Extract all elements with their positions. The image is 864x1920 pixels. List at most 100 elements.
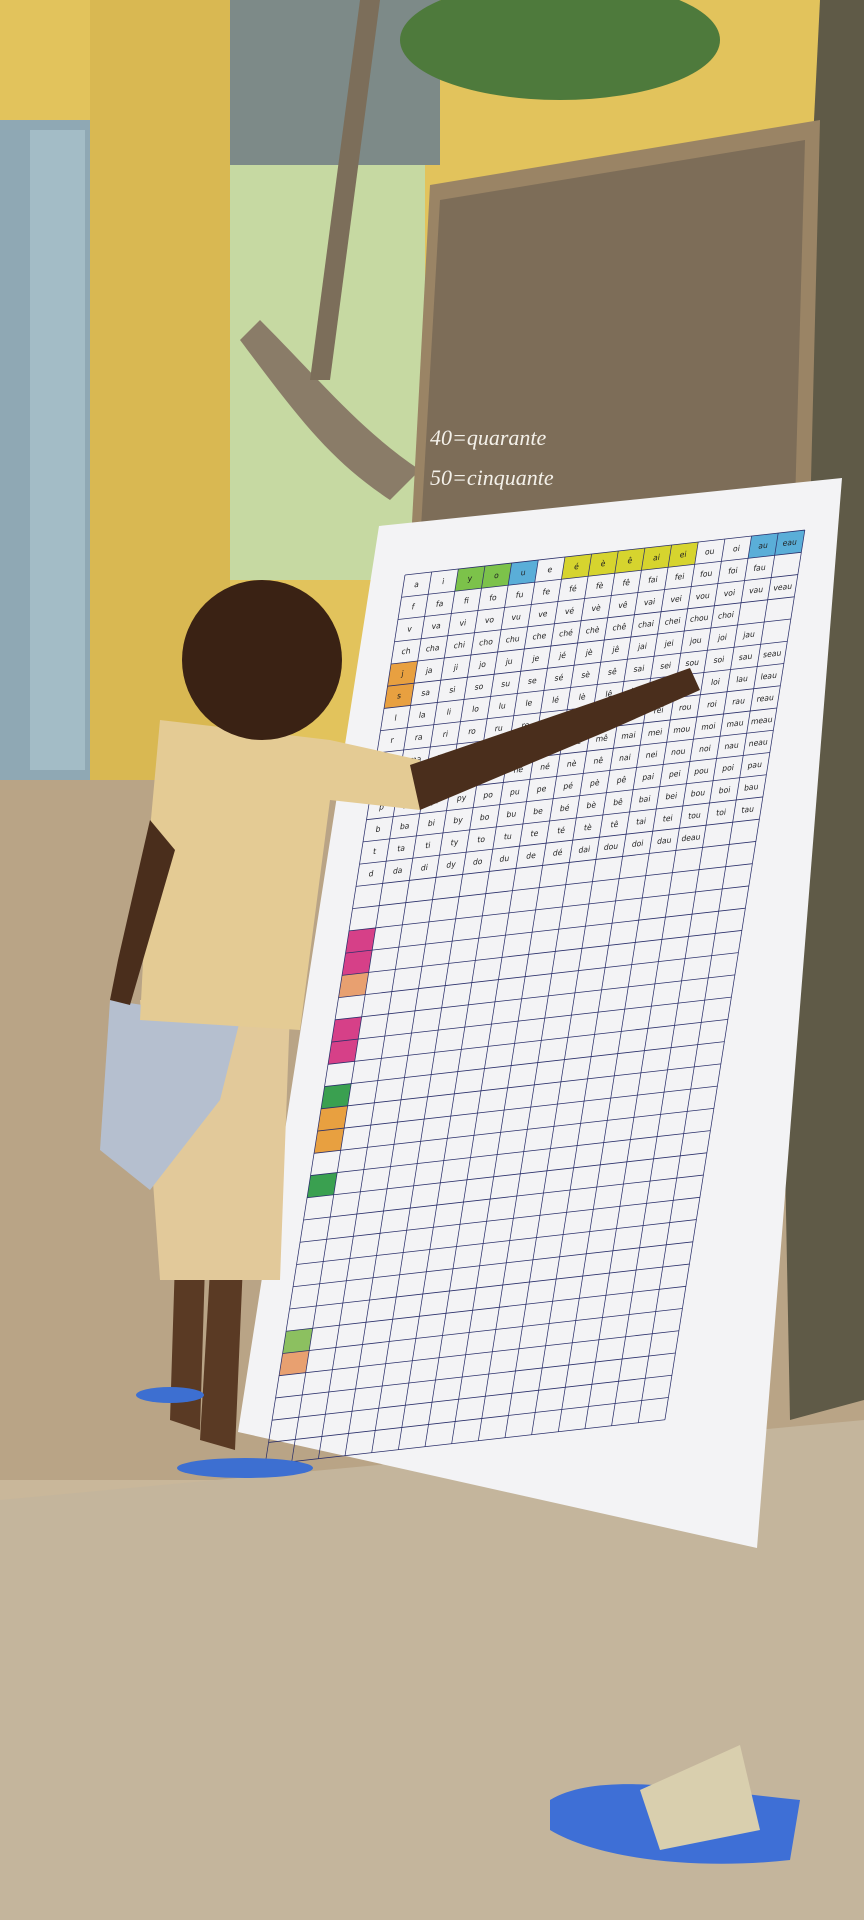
syllable: d (368, 869, 374, 879)
grid-line (348, 885, 749, 932)
syllable: jê (611, 644, 620, 655)
syllable: da (392, 866, 403, 876)
syllable: se (527, 676, 537, 686)
syllable: pai (642, 772, 655, 782)
syllable: mou (673, 724, 691, 735)
grid-line (394, 596, 795, 643)
syllable: u (520, 568, 526, 578)
syllable: ji (452, 663, 459, 673)
syllable: su (501, 679, 511, 689)
syllable: vo (484, 615, 495, 625)
syllable: mei (647, 727, 663, 738)
syllable: ra (414, 732, 423, 742)
syllable: te (530, 829, 539, 839)
poster-paper (238, 478, 842, 1548)
cell-highlight (387, 660, 418, 687)
syllable: doi (631, 839, 644, 849)
syllable: pè (589, 777, 600, 788)
syllable: foi (728, 566, 739, 576)
cell-highlight (508, 560, 539, 586)
syllable: e (547, 565, 553, 575)
syllable: be (533, 806, 544, 816)
syllable: bé (559, 802, 570, 813)
syllable: nou (670, 746, 686, 757)
syllable: ru (494, 723, 503, 733)
grid-line (331, 996, 732, 1043)
grid-line (344, 565, 486, 1456)
syllable: fê (622, 577, 631, 588)
grid-line (390, 618, 791, 665)
syllable: loi (710, 677, 720, 687)
grid-line (664, 530, 806, 1420)
syllable: la (418, 710, 426, 720)
grid-line (338, 952, 739, 999)
grid-line (371, 562, 513, 1453)
syllable: vê (618, 599, 629, 610)
syllable: si (449, 685, 457, 695)
syllable: poi (722, 763, 735, 773)
syllable: mê (595, 732, 609, 744)
syllable: meau (750, 715, 773, 727)
syllable: ê (627, 555, 633, 566)
syllable: ei (679, 550, 687, 560)
cell-highlight (454, 566, 485, 592)
syllable: tê (610, 819, 619, 830)
cell-highlight (317, 1105, 348, 1132)
syllable: tei (662, 813, 673, 823)
syllable: rau (732, 696, 746, 707)
syllable: reau (756, 693, 775, 704)
syllable: moi (701, 721, 717, 732)
cell-highlight (345, 927, 376, 954)
syllable: cho (478, 637, 493, 648)
syllable: sei (660, 661, 672, 671)
cell-highlight (668, 542, 699, 568)
grid-line (272, 1374, 672, 1421)
boy-arm (410, 668, 700, 810)
syllable: by (453, 815, 464, 825)
syllable: neau (748, 737, 768, 748)
syllable: chu (505, 634, 520, 645)
syllable: tai (636, 816, 647, 826)
syllable: vau (748, 585, 763, 596)
cell-highlight (331, 1016, 362, 1043)
syllable: s (396, 691, 401, 701)
grid-line (299, 1196, 700, 1243)
syllable: lè (578, 691, 587, 702)
syllable: rou (678, 702, 692, 713)
syllable: dau (656, 835, 672, 846)
syllable: nê (593, 755, 604, 766)
syllable: lu (498, 701, 506, 711)
syllable: fe (542, 587, 551, 597)
syllable: lé (551, 694, 560, 705)
grid-line (387, 640, 788, 687)
syllable: deau (681, 832, 701, 843)
syllable: jei (663, 639, 674, 649)
syllable: chei (664, 616, 681, 627)
cell-highlight (282, 1328, 313, 1354)
syllable: au (758, 541, 769, 551)
syllable: vei (670, 594, 683, 604)
sandal (177, 1458, 313, 1478)
syllable: lê (605, 688, 614, 699)
syllable: so (474, 682, 484, 692)
syllable: nei (645, 750, 658, 760)
syllable: è (600, 558, 606, 569)
grid-line (289, 1263, 690, 1310)
grid-line (334, 974, 735, 1021)
syllable: p (378, 802, 384, 812)
syllable: t (372, 847, 376, 857)
syllable: fi (463, 596, 469, 606)
syllable: joi (716, 633, 727, 643)
syllable: lo (471, 704, 479, 714)
grid-line (324, 1041, 725, 1087)
syllable: soi (713, 655, 725, 665)
syllable: jo (477, 660, 486, 670)
syllable: sé (554, 672, 564, 683)
grid-line (303, 1174, 704, 1221)
syllable: chè (585, 624, 600, 636)
cell-highlight (774, 530, 805, 556)
syllable: veau (773, 582, 793, 593)
syllable: ai (652, 553, 660, 563)
chalkboard (420, 140, 805, 545)
branch (310, 0, 380, 380)
